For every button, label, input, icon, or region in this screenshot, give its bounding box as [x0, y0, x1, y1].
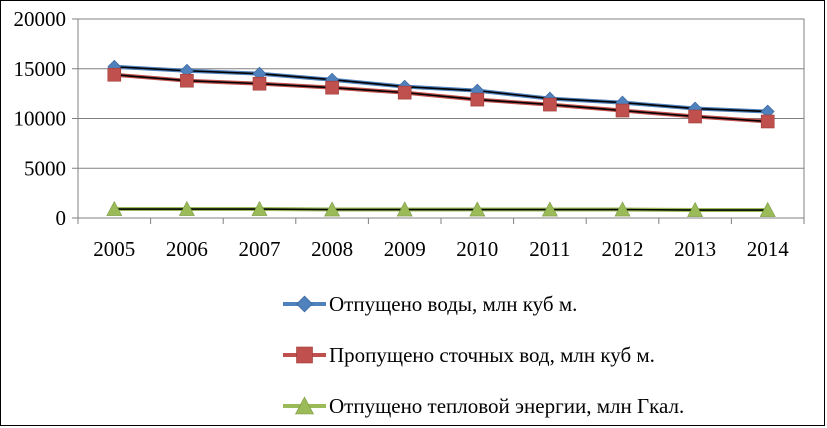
series-3-point [178, 200, 195, 216]
series-3-point [541, 201, 558, 217]
x-tick-label: 2010 [456, 237, 498, 261]
x-tick-label: 2007 [239, 237, 281, 261]
x-tick-label: 2008 [311, 237, 353, 261]
legend-label-2: Пропущено сточных вод, млн куб м. [329, 343, 655, 367]
series-trend-line-3 [114, 208, 768, 211]
series-2-point [397, 85, 412, 100]
x-tick-label: 2012 [602, 237, 644, 261]
y-tick-label: 20000 [14, 7, 67, 31]
legend-label-3: Отпущено тепловой энергии, млн Гкал. [329, 394, 684, 418]
legend-marker-3 [295, 396, 314, 415]
x-tick-label: 2005 [93, 237, 135, 261]
series-trend-line-2 [114, 73, 768, 123]
series-2-point [107, 67, 122, 82]
series-2-point [252, 76, 267, 91]
series-2-point [543, 97, 557, 112]
series-3-point [469, 201, 486, 217]
x-tick-label: 2009 [384, 237, 426, 261]
x-tick-label: 2013 [674, 237, 716, 261]
y-tick-label: 15000 [14, 57, 67, 81]
series-2-point [615, 103, 630, 118]
series-3-point [687, 201, 704, 217]
series-3-point [324, 201, 341, 217]
series-3-point [106, 200, 123, 216]
legend-marker-1 [296, 295, 313, 313]
series-3-point [759, 201, 776, 217]
series-2-point [470, 92, 485, 107]
series-trend-line-1 [114, 65, 768, 113]
legend-label-1: Отпущено воды, млн куб м. [329, 292, 577, 316]
series-3-point [396, 201, 413, 217]
y-tick-label: 0 [56, 206, 67, 230]
series-2-point [180, 73, 194, 88]
y-tick-label: 10000 [14, 107, 67, 131]
y-tick-label: 5000 [24, 156, 66, 180]
series-2-point [760, 114, 775, 129]
legend-marker-2 [296, 346, 313, 364]
x-tick-label: 2006 [166, 237, 208, 261]
series-2-point [688, 109, 702, 124]
x-tick-label: 2014 [747, 237, 790, 261]
series-3-point [614, 201, 631, 217]
series-3-point [251, 200, 268, 216]
x-tick-label: 2011 [529, 237, 570, 261]
series-2-point [325, 80, 339, 95]
